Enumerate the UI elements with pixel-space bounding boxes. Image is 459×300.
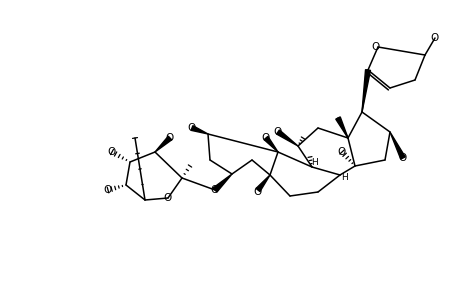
Text: O: O: [108, 147, 116, 157]
Text: O: O: [337, 147, 345, 157]
Text: O: O: [166, 133, 174, 143]
Polygon shape: [276, 130, 297, 146]
Polygon shape: [263, 136, 277, 152]
Polygon shape: [335, 117, 347, 138]
Polygon shape: [190, 126, 207, 134]
Text: O: O: [261, 133, 269, 143]
Polygon shape: [389, 132, 404, 159]
Text: O: O: [371, 42, 379, 52]
Polygon shape: [361, 70, 369, 112]
Text: O: O: [210, 185, 218, 195]
Text: H: H: [341, 173, 347, 182]
Text: H: H: [311, 158, 318, 166]
Polygon shape: [256, 175, 269, 192]
Text: O: O: [104, 185, 112, 195]
Text: O: O: [430, 33, 438, 43]
Text: O: O: [253, 187, 262, 197]
Polygon shape: [213, 174, 231, 192]
Text: O: O: [163, 193, 172, 203]
Text: O: O: [273, 127, 281, 137]
Text: O: O: [398, 153, 406, 163]
Polygon shape: [155, 136, 171, 152]
Text: O: O: [187, 123, 196, 133]
